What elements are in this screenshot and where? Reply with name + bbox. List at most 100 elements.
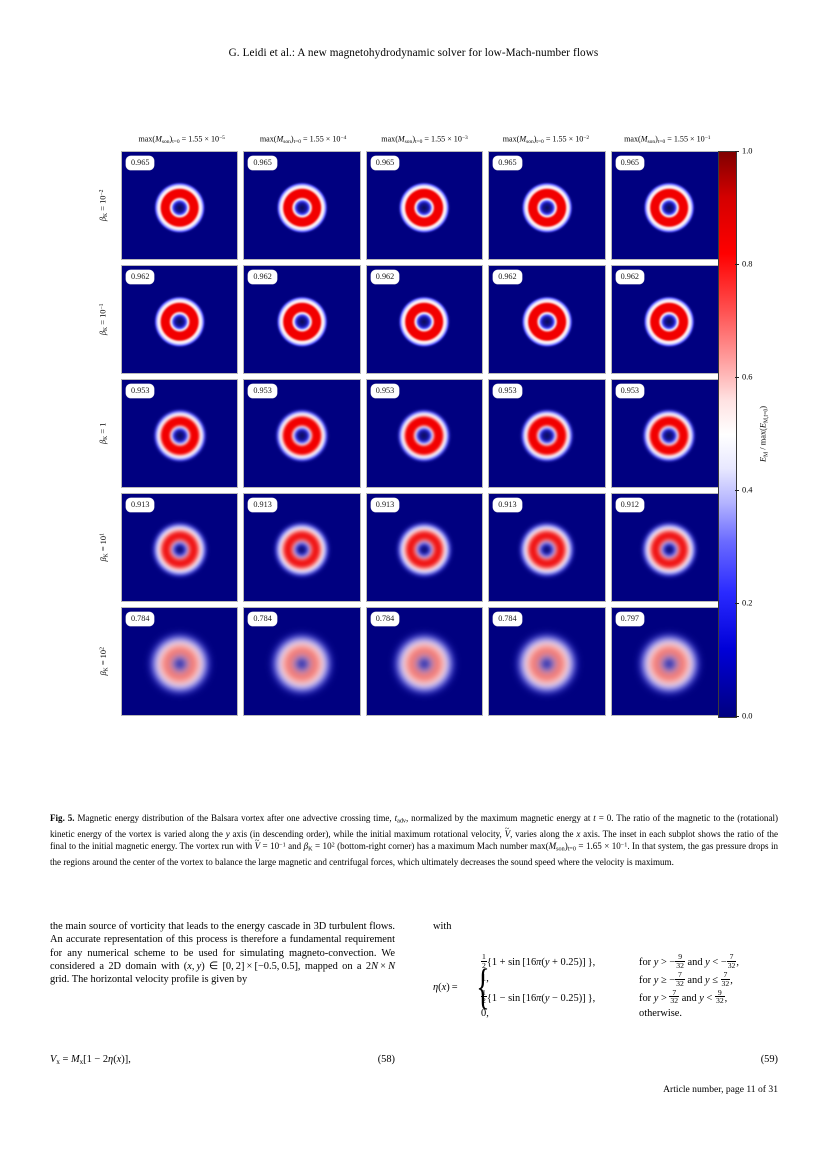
colorbar-tick-label: 0.6 xyxy=(742,372,753,382)
body-columns: the main source of vorticity that leads … xyxy=(50,920,778,1100)
row-label-0: βK = 10−2 xyxy=(98,189,110,222)
vortex-plot xyxy=(272,407,333,464)
colorbar-tick-mark xyxy=(735,151,739,152)
vortex-plot xyxy=(638,520,701,579)
vortex-plot xyxy=(640,180,699,235)
vortex-plot xyxy=(149,407,210,464)
equation-59-brace: { xyxy=(476,958,490,1015)
vortex-plot xyxy=(512,631,582,696)
vortex-plot xyxy=(389,631,460,696)
colorbar-gradient xyxy=(718,151,737,718)
figure-panel: 0.784 xyxy=(243,607,361,716)
row-label-4: βK = 102 xyxy=(98,647,110,676)
panel-inset-value: 0.962 xyxy=(370,270,400,284)
vortex-plot xyxy=(395,294,454,349)
figure-panel: 0.962 xyxy=(243,265,361,374)
case-row-1: 1, for y ≥ −7 32 and y ≤ 7 32, xyxy=(481,969,733,988)
panel-inset-value: 0.953 xyxy=(493,384,522,398)
equation-58-number: (58) xyxy=(377,1054,395,1065)
vortex-plot xyxy=(395,180,454,235)
caption-body: Magnetic energy distribution of the Bals… xyxy=(50,813,778,867)
panel-inset-value: 0.913 xyxy=(248,498,277,512)
figure-panel: 0.962 xyxy=(121,265,239,374)
running-head: G. Leidi et al.: A new magnetohydrodynam… xyxy=(228,47,599,59)
colorbar-tick-mark xyxy=(735,264,739,265)
vortex-plot xyxy=(273,180,331,235)
colorbar-tick-label: 0.0 xyxy=(742,711,753,721)
panel-inset-value: 0.965 xyxy=(126,156,155,170)
figure-panel: 0.962 xyxy=(610,265,728,374)
vortex-plot xyxy=(639,407,700,464)
figure-panel: 0.797 xyxy=(610,607,728,716)
vortex-plot xyxy=(267,631,337,696)
equation-58: Vx = Mx[1 − 2η(x)], (58) xyxy=(50,1054,395,1066)
colorbar: 0.0 0.2 0.4 0.6 0.8 1.0 EM / max(EM,t=0) xyxy=(718,147,818,721)
case-row-3: 0, otherwise. xyxy=(481,1008,682,1020)
panel-inset-value: 0.784 xyxy=(493,612,522,626)
figure-panel: 0.962 xyxy=(488,265,606,374)
body-right-column: with η(x) = { 1 2 {1 + sin [16π(y + 0.25)]… xyxy=(433,920,778,1033)
column-header-3: max(Mson)t=0 = 1.55 × 10−2 xyxy=(502,134,590,145)
row-label-2: βK = 1 xyxy=(98,422,110,445)
colorbar-ticks: 0.0 0.2 0.4 0.6 0.8 1.0 xyxy=(735,147,815,721)
figure-panel: 0.784 xyxy=(365,607,484,716)
panel-inset-value: 0.912 xyxy=(615,498,645,512)
page-footer: Article number, page 11 of 31 xyxy=(663,1084,778,1095)
figure-panel: 0.965 xyxy=(121,151,239,260)
panel-inset-value: 0.962 xyxy=(493,270,522,284)
figure-panel: 0.962 xyxy=(365,265,484,374)
figure-panel: 0.913 xyxy=(243,493,361,602)
figure-panel: 0.965 xyxy=(243,151,361,260)
panel-inset-value: 0.965 xyxy=(248,156,277,170)
colorbar-tick-label: 1.0 xyxy=(742,146,753,156)
figure-panel: 0.913 xyxy=(121,493,239,602)
panel-inset-value: 0.962 xyxy=(126,270,155,284)
column-header-4: max(Mson)t=0 = 1.55 × 10−1 xyxy=(624,134,711,145)
vortex-plot xyxy=(273,294,331,349)
colorbar-tick-mark xyxy=(735,377,739,378)
figure-panel: 0.965 xyxy=(365,151,484,260)
case-row-0: 1 2 {1 + sin [16π(y + 0.25)] }, for y > −9… xyxy=(481,952,739,971)
vortex-plot xyxy=(150,294,209,349)
figure-panel: 0.784 xyxy=(488,607,606,716)
figure-panel: 0.913 xyxy=(488,493,606,602)
figure-panel: 0.913 xyxy=(365,493,484,602)
panel-inset-value: 0.965 xyxy=(493,156,522,170)
vortex-plot xyxy=(518,180,576,235)
figure-column-headers: max(Mson)t=0 = 1.55 × 10−5 max(Mson)t=0 … xyxy=(121,132,728,148)
figure-panel: 0.953 xyxy=(121,379,239,488)
figure-panel: 0.953 xyxy=(610,379,728,488)
equation-intro-with: with xyxy=(433,921,452,932)
panel-inset-value: 0.953 xyxy=(248,384,277,398)
panel-inset-value: 0.953 xyxy=(370,384,400,398)
vortex-plot xyxy=(515,520,579,579)
column-header-1: max(Mson)t=0 = 1.55 × 10−4 xyxy=(259,134,347,145)
vortex-plot xyxy=(634,631,704,696)
panel-inset-value: 0.953 xyxy=(126,384,155,398)
figure-panel: 0.965 xyxy=(488,151,606,260)
vortex-plot xyxy=(393,520,456,579)
vortex-plot xyxy=(145,631,215,696)
panel-inset-value: 0.953 xyxy=(615,384,645,398)
figure-panel: 0.953 xyxy=(243,379,361,488)
figure-panel: 0.965 xyxy=(610,151,728,260)
row-label-1: βK = 10−1 xyxy=(98,303,110,336)
vortex-plot xyxy=(516,407,577,464)
figure-row-labels: βK = 10−2 βK = 10−1 βK = 1 βK = 101 βK =… xyxy=(88,151,114,716)
row-label-3: βK = 101 xyxy=(98,533,110,562)
equation-58-expr: Vx = Mx[1 − 2η(x)], xyxy=(50,1054,131,1066)
panel-inset-value: 0.913 xyxy=(493,498,522,512)
equation-59: η(x) = { 1 2 {1 + sin [16π(y + 0.25)] }, f… xyxy=(433,949,778,1033)
colorbar-tick-label: 0.8 xyxy=(742,259,753,269)
figure-panel-grid: 0.965 0.965 0.965 0.965 0.965 0.962 0.962 0.962… xyxy=(121,151,728,716)
column-header-0: max(Mson)t=0 = 1.55 × 10−5 xyxy=(138,134,225,145)
caption-label: Fig. 5. xyxy=(50,813,75,823)
vortex-plot xyxy=(518,294,576,349)
colorbar-tick-label: 0.2 xyxy=(742,598,753,608)
panel-inset-value: 0.913 xyxy=(126,498,155,512)
panel-inset-value: 0.913 xyxy=(370,498,400,512)
colorbar-tick-mark xyxy=(735,603,739,604)
equation-59-number: (59) xyxy=(760,1054,778,1065)
